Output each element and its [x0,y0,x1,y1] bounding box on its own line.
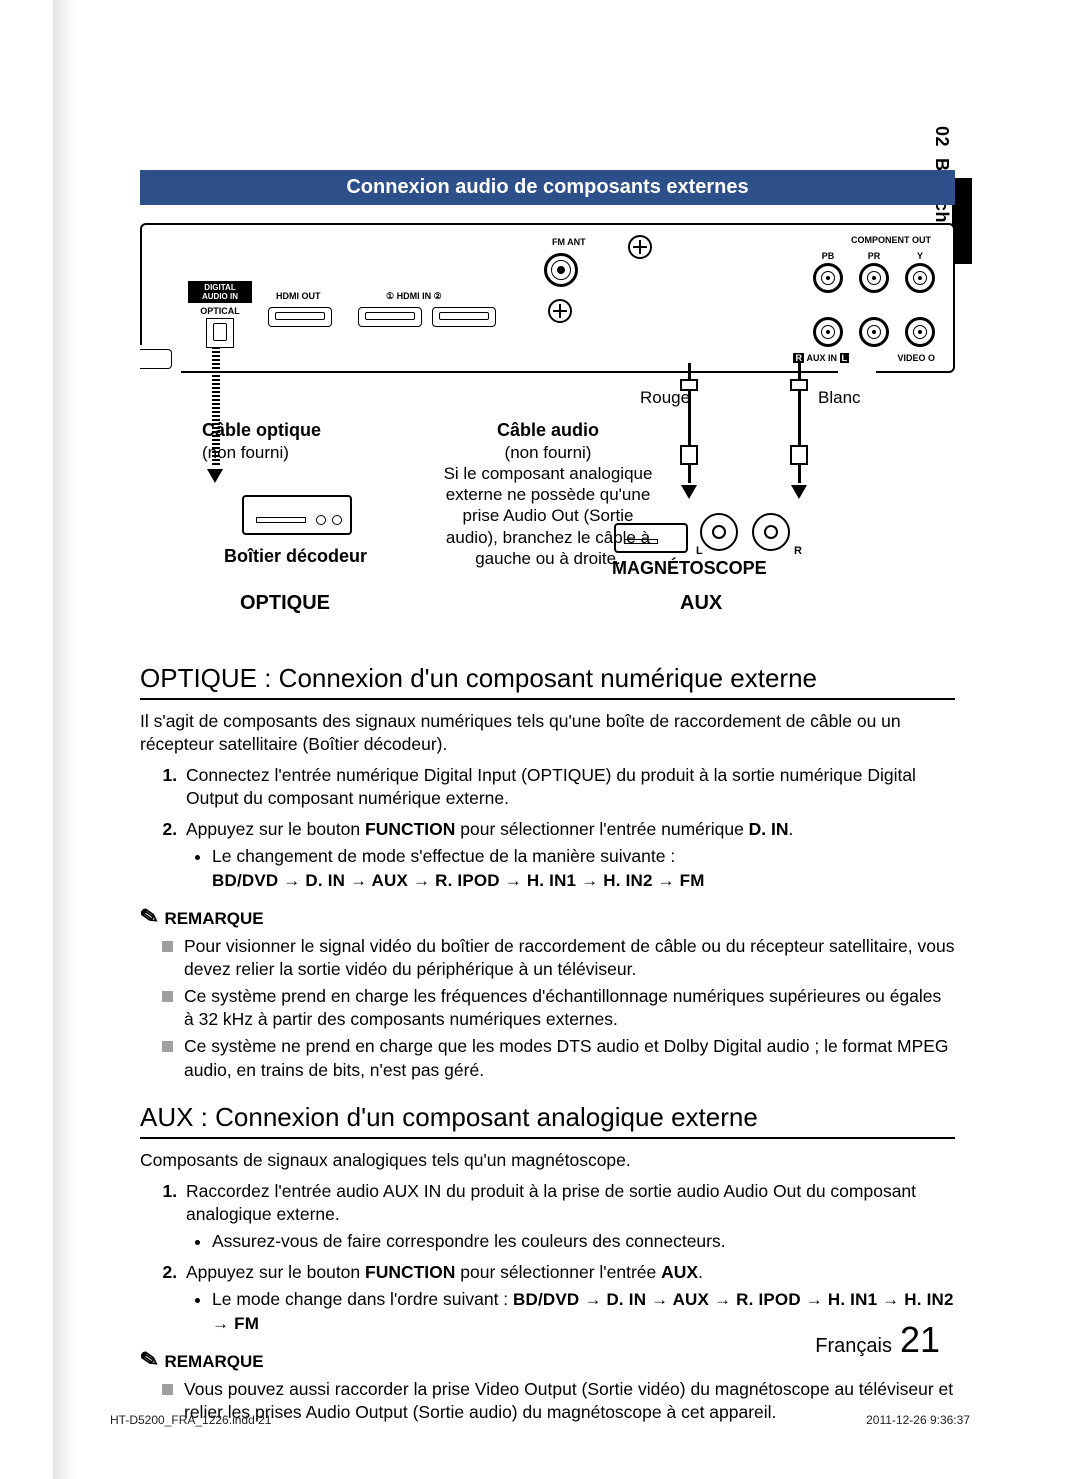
note-icon: ✎ [138,1344,161,1376]
screw-icon [548,299,572,323]
heading-aux: AUX : Connexion d'un composant analogiqu… [140,1102,955,1133]
label-pb: PB [813,251,843,261]
optique-note-1: Pour visionner le signal vidéo du boîtie… [184,935,955,981]
label-component-out: COMPONENT OUT [851,235,931,245]
label-magneto: MAGNÉTOSCOPE [612,557,767,580]
label-aux: AUX [680,591,722,616]
label-optique: OPTIQUE [240,591,330,616]
label-digital-audio-in: DIGITALAUDIO IN [188,281,252,303]
optique-step-1: Connectez l'entrée numérique Digital Inp… [182,764,955,810]
label-boitier: Boîtier décodeur [224,545,367,568]
print-metadata: HT-D5200_FRA_1226.indd 21 2011-12-26 9:3… [110,1413,970,1427]
label-rouge: Rouge [640,387,690,408]
page-footer: Français21 [815,1319,940,1361]
chapter-tab-marker [952,178,972,264]
note-icon: ✎ [138,901,161,933]
connection-diagram: FM ANT COMPONENT OUT PB PR Y [140,223,955,643]
remarque-heading: ✎REMARQUE [140,902,955,931]
aux-step-1: Raccordez l'entrée audio AUX IN du produ… [182,1180,955,1253]
arrow-down-icon [207,469,223,483]
screw-icon [628,235,652,259]
label-hdmi-out: HDMI OUT [276,291,321,301]
page-binding-shadow [53,0,75,1479]
optique-note-3: Ce système ne prend en charge que les mo… [184,1035,955,1081]
optique-intro: Il s'agit de composants des signaux numé… [140,710,955,756]
aux-intro: Composants de signaux analogiques tels q… [140,1149,955,1172]
arrow-down-icon [681,485,697,499]
label-auxin: R AUX IN L [793,353,849,363]
label-pr: PR [859,251,889,261]
rca-jack-l [700,513,738,551]
label-hdmi-in: ① HDMI IN ② [386,291,442,302]
label-cable-optique: Câble optique (non fourni) [202,419,321,463]
label-y: Y [905,251,935,261]
label-fmant: FM ANT [552,237,586,247]
heading-optique: OPTIQUE : Connexion d'un composant numér… [140,663,955,694]
settop-box-icon [242,495,352,535]
device-rear-panel: FM ANT COMPONENT OUT PB PR Y [140,223,955,373]
label-optical: OPTICAL [188,306,252,316]
optique-note-2: Ce système prend en charge les fréquence… [184,985,955,1031]
label-R: R [794,545,802,559]
label-video: VIDEO O [897,353,935,363]
optique-step-2: Appuyez sur le bouton FUNCTION pour séle… [182,818,955,892]
arrow-down-icon [791,485,807,499]
section-banner: Connexion audio de composants externes [140,170,955,205]
vcr-icon [614,523,688,553]
label-blanc: Blanc [818,387,861,408]
rca-jack-r [752,513,790,551]
